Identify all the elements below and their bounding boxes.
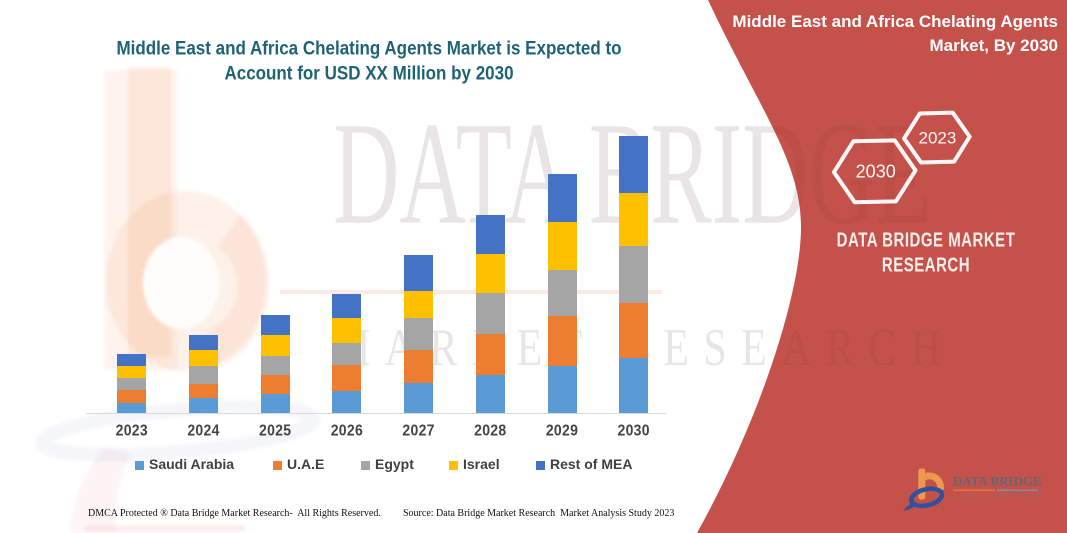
svg-text:DATA BRIDGE: DATA BRIDGE bbox=[953, 474, 1042, 489]
svg-text:2030: 2030 bbox=[856, 161, 896, 181]
svg-text:2023: 2023 bbox=[918, 129, 956, 148]
svg-text:MARKET RESEARCH: MARKET RESEARCH bbox=[954, 494, 1041, 500]
